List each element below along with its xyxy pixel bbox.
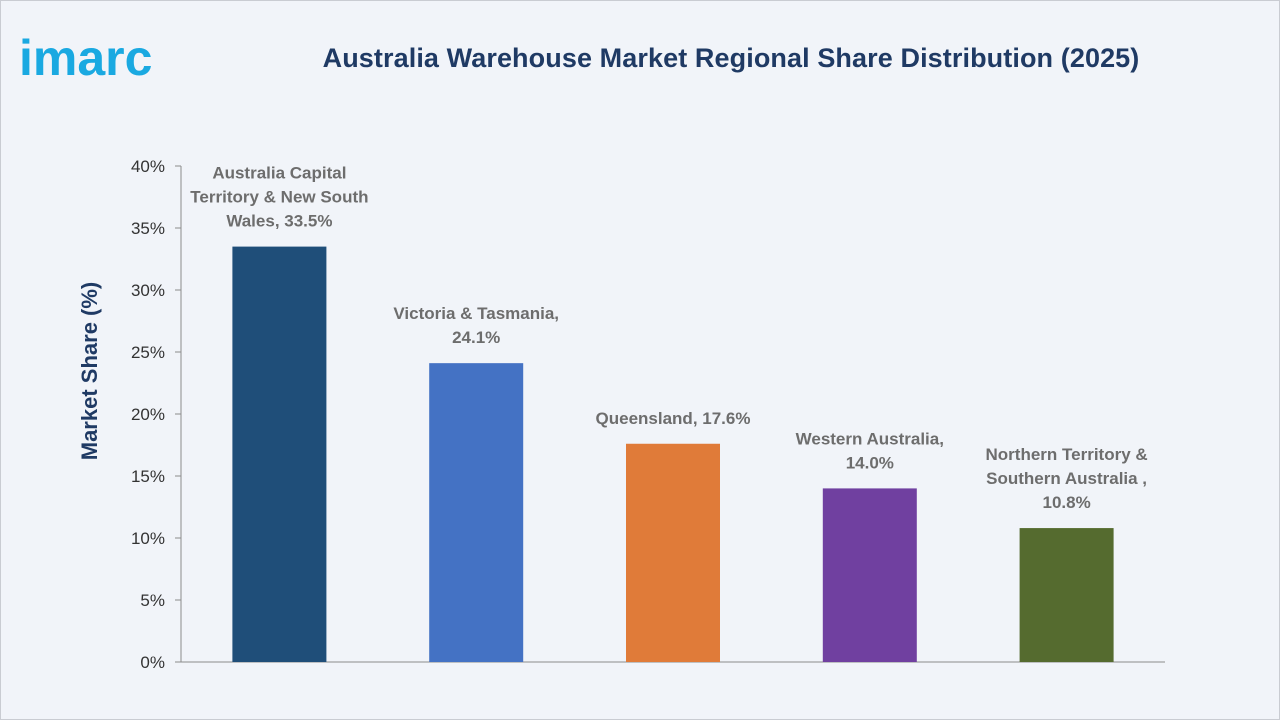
- y-tick-label: 40%: [131, 157, 165, 176]
- data-label: 14.0%: [846, 453, 894, 472]
- y-axis-title: Market Share (%): [77, 282, 102, 461]
- y-tick-label: 15%: [131, 467, 165, 486]
- bar: [232, 246, 327, 662]
- y-tick-label: 35%: [131, 219, 165, 238]
- y-tick-label: 30%: [131, 281, 165, 300]
- bar: [429, 363, 524, 662]
- data-label: Southern Australia ,: [986, 469, 1147, 488]
- data-label: Northern Territory &: [986, 445, 1148, 464]
- y-tick-label: 0%: [140, 653, 165, 672]
- bar: [626, 443, 720, 662]
- chart-title: Australia Warehouse Market Regional Shar…: [322, 43, 1140, 73]
- bar: [1019, 528, 1114, 662]
- imarc-logo: imarc: [19, 30, 152, 86]
- data-labels: Australia Capital Territory & New South Wa…: [190, 164, 1147, 512]
- logo-text: imarc: [19, 30, 152, 86]
- data-label: Territory & New South: [190, 188, 368, 207]
- data-label: 10.8%: [1042, 493, 1090, 512]
- bars: [232, 246, 1114, 662]
- data-label: Australia Capital: [212, 164, 346, 183]
- y-tick-label: 10%: [131, 529, 165, 548]
- data-label: Queensland, 17.6%: [596, 409, 751, 428]
- bar: [822, 488, 917, 662]
- data-label: Wales, 33.5%: [226, 212, 332, 231]
- y-tick-label: 20%: [131, 405, 165, 424]
- y-tick-label: 25%: [131, 343, 165, 362]
- data-label: Victoria & Tasmania,: [393, 304, 559, 323]
- data-label: Western Australia,: [796, 429, 944, 448]
- y-axis: 0% 5% 10% 15% 20% 25% 30% 35% 40%: [131, 157, 182, 672]
- y-tick-label: 5%: [140, 591, 165, 610]
- data-label: 24.1%: [452, 328, 500, 347]
